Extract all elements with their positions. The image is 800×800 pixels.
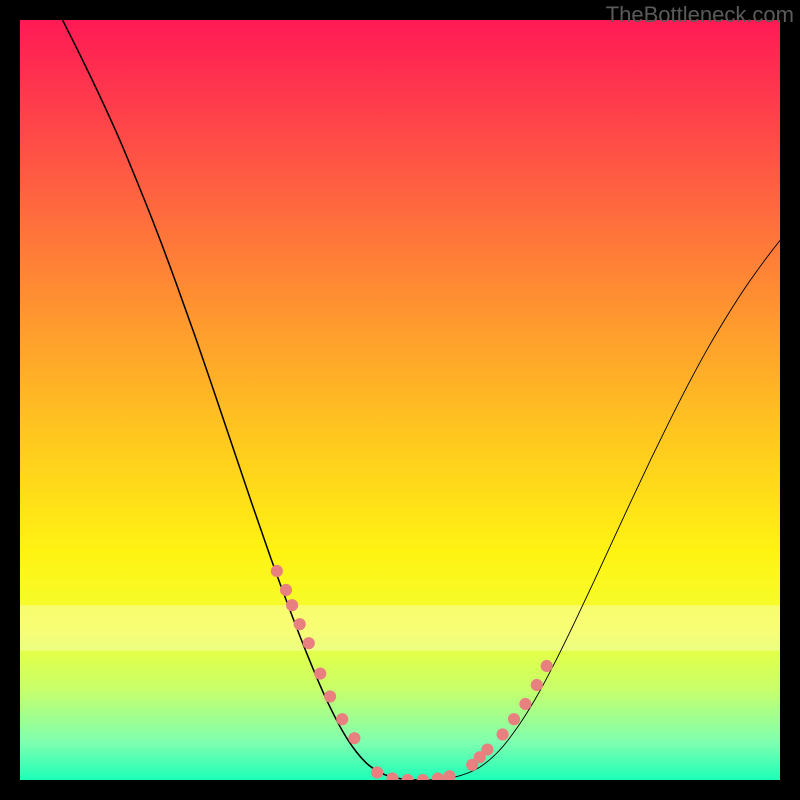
highlight-band [20,605,780,651]
data-point [314,668,326,680]
data-point [294,618,306,630]
data-point [508,713,520,725]
data-point [519,698,531,710]
data-point [481,744,493,756]
data-point [271,565,283,577]
data-point [531,679,543,691]
chart-svg [20,20,780,780]
data-point [497,728,509,740]
data-point [371,766,383,778]
watermark-text: TheBottleneck.com [606,2,794,28]
data-point [280,584,292,596]
data-point [336,713,348,725]
data-point [348,732,360,744]
gradient-background [20,20,780,780]
chart-container: TheBottleneck.com [0,0,800,800]
data-point [324,690,336,702]
data-point [303,637,315,649]
plot-area [20,20,780,780]
data-point [286,599,298,611]
data-point [541,660,553,672]
